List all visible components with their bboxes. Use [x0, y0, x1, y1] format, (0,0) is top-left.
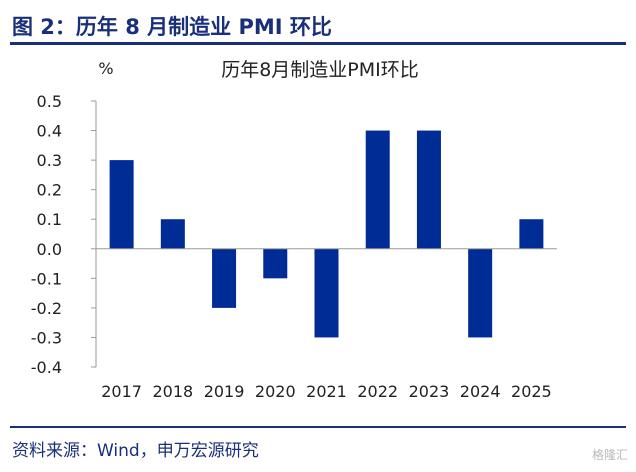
axes-group: [95, 101, 557, 367]
x-tick-label: 2024: [460, 382, 501, 401]
x-axis-ticks: 2017 2018 2019 2020 2021 2022 2023 2024 2025: [101, 382, 551, 401]
y-tick-label: -0.4: [31, 358, 62, 377]
bars-group: [109, 130, 544, 338]
y-tick-label: 0.3: [37, 151, 62, 170]
figure-title: 图 2：历年 8 月制造业 PMI 环比: [12, 15, 332, 39]
x-tick-label: 2018: [152, 382, 193, 401]
y-tick-label: 0.5: [37, 92, 62, 111]
title-rule: [10, 42, 626, 45]
y-tick-label: 0.2: [37, 181, 62, 200]
y-tick-label: -0.3: [31, 328, 62, 347]
bar-2022: [365, 130, 390, 249]
bar-2023: [416, 130, 441, 249]
y-tick-label: 0.0: [37, 240, 62, 259]
y-axis-ticks: 0.5 0.4 0.3 0.2 0.1 0.0 -0.1 -0.2 -0.3 -0.4: [31, 92, 96, 377]
y-tick-label: 0.4: [37, 122, 62, 141]
source-note: 资料来源：Wind，申万宏源研究: [12, 441, 259, 461]
bar-2018: [160, 219, 185, 249]
x-tick-label: 2017: [101, 382, 142, 401]
watermark: 格隆汇: [591, 448, 628, 462]
y-tick-label: -0.2: [31, 299, 62, 318]
bar-2021: [314, 248, 339, 338]
x-tick-label: 2022: [357, 382, 398, 401]
x-tick-label: 2021: [306, 382, 347, 401]
bar-2020: [263, 248, 288, 279]
y-tick-label: -0.1: [31, 269, 62, 288]
chart-title: 历年8月制造业PMI环比: [221, 59, 419, 81]
x-tick-label: 2023: [409, 382, 450, 401]
bar-2017: [109, 160, 134, 249]
source-rule: [10, 426, 626, 428]
x-tick-label: 2020: [255, 382, 296, 401]
bar-2019: [212, 248, 237, 308]
x-tick-label: 2019: [204, 382, 245, 401]
x-tick-label: 2025: [511, 382, 552, 401]
bar-2025: [519, 219, 544, 249]
y-tick-label: 0.1: [37, 210, 62, 229]
bar-chart: 历年8月制造业PMI环比 % 0.5 0.4 0.3 0.2 0.1 0.0 -0.1 -0.…: [31, 59, 557, 401]
y-axis-unit-label: %: [98, 59, 113, 78]
bar-2024: [468, 248, 493, 338]
